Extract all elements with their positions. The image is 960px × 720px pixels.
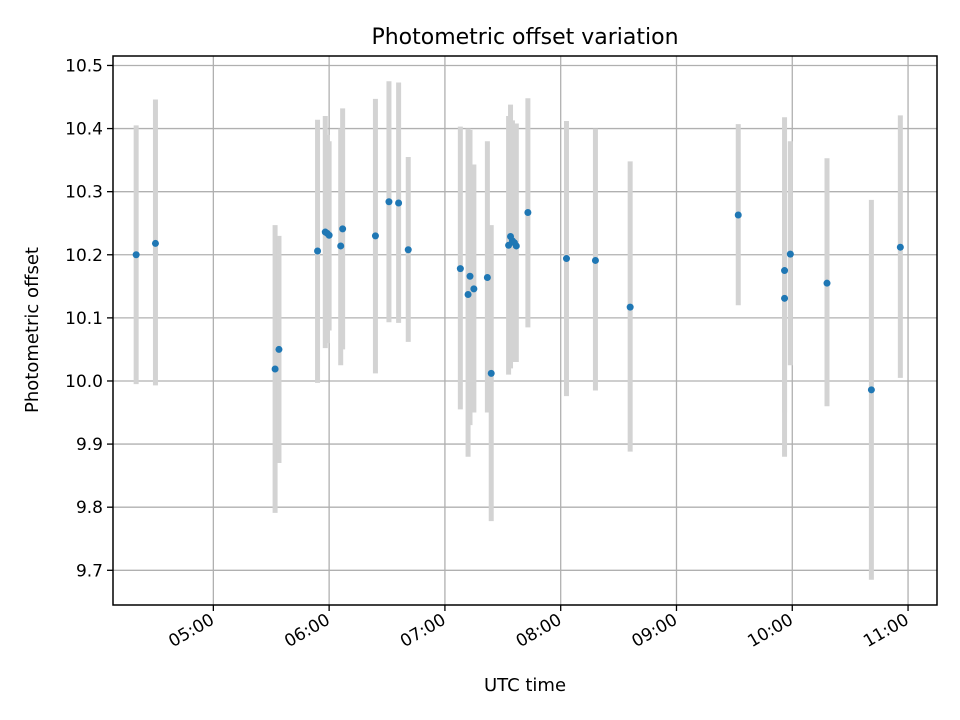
y-tick-label: 9.9 [76,435,103,455]
data-point [512,242,520,250]
data-point [591,256,599,264]
y-tick-label: 9.7 [76,561,103,581]
x-tick-label: 09:00 [629,610,681,652]
data-point [371,232,379,240]
data-point [456,265,464,273]
data-point [487,369,495,377]
data-point [626,303,634,311]
plot-frame [112,55,938,606]
x-axis-label: UTC time [484,675,566,696]
data-point [385,198,393,206]
data-point [896,243,904,251]
x-tick-label: 10:00 [744,610,796,652]
gridlines [113,56,937,605]
y-tick-label: 9.8 [76,498,103,518]
x-tick-label: 07:00 [397,610,449,652]
y-axis-ticks: 9.7 9.8 9.9 10.0 10.1 10.2 10.3 10.4 10.5 [65,56,113,581]
y-tick-label: 10.1 [65,309,103,329]
y-tick-label: 10.0 [65,372,103,392]
data-point [132,251,140,259]
chart-title: Photometric offset variation [371,25,678,50]
data-point [823,279,831,287]
data-point [466,272,474,280]
x-axis-ticks: 05:00 06:00 07:00 08:00 09:00 10:00 11:00 [165,605,913,652]
data-point [470,285,478,293]
data-point [781,267,789,275]
data-points [132,198,904,394]
error-bars [133,81,903,580]
data-point [404,246,412,254]
data-point [464,291,472,299]
data-point [524,208,532,216]
data-point [781,294,789,302]
data-point [483,273,491,281]
data-point [339,225,347,233]
x-tick-label: 11:00 [860,610,912,652]
data-point [325,231,333,239]
y-tick-label: 10.3 [65,183,103,203]
data-point [867,386,875,394]
data-point [395,199,403,207]
y-tick-label: 10.2 [65,246,103,266]
y-axis-label: Photometric offset [22,247,43,413]
data-point [562,255,570,263]
y-tick-label: 10.5 [65,56,103,76]
data-point [314,247,322,255]
x-tick-label: 06:00 [281,610,333,652]
data-point [734,211,742,219]
data-point [275,345,283,353]
data-point [151,239,159,247]
y-tick-label: 10.4 [65,120,103,140]
x-tick-label: 08:00 [513,610,565,652]
data-point [271,365,279,373]
data-point [786,250,794,258]
data-point [337,242,345,250]
x-tick-label: 05:00 [165,610,217,652]
